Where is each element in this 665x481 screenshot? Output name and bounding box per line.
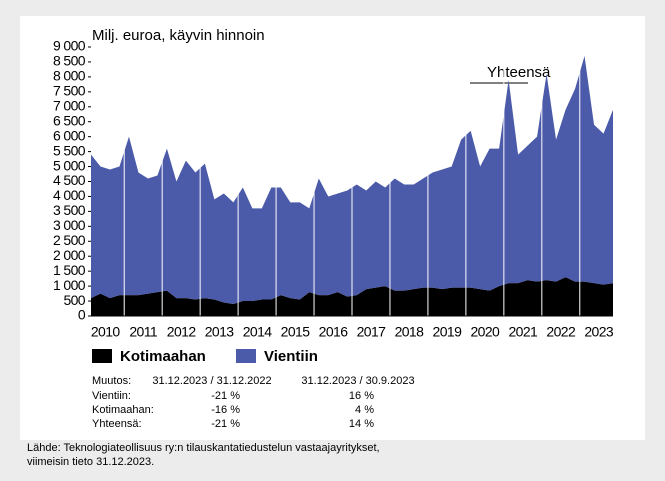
x-tick-label: 2013 — [205, 324, 235, 340]
y-tick-label: 500 — [63, 292, 85, 308]
y-tick-label: 6 000 — [53, 127, 86, 143]
y-tick-label: 0 — [78, 307, 86, 323]
x-tick-label: 2022 — [546, 324, 576, 340]
table-cell: -16 % — [211, 404, 240, 416]
x-tick-label: 2012 — [167, 324, 197, 340]
table-cell: Vientiin: — [92, 390, 131, 402]
y-tick-label: 3 000 — [53, 217, 86, 233]
legend-label: Kotimaahan — [120, 348, 206, 365]
y-tick-label: 8 500 — [53, 53, 86, 69]
x-tick-label: 2023 — [584, 324, 614, 340]
x-tick-label: 2020 — [470, 324, 500, 340]
table-cell: 4 % — [355, 404, 374, 416]
y-tick-label: 1 000 — [53, 277, 86, 293]
x-tick-label: 2019 — [433, 324, 463, 340]
area — [91, 55, 613, 305]
table-cell: Yhteensä: — [92, 418, 142, 430]
source: Lähde: Teknologiateollisuus ry:n tilausk… — [27, 442, 380, 454]
table-cell: -21 % — [211, 390, 240, 402]
x-tick-label: 2011 — [129, 324, 158, 340]
y-tick-label: 4 500 — [53, 172, 86, 188]
table-cell: -21 % — [211, 418, 240, 430]
table-header: 31.12.2023 / 30.9.2023 — [301, 375, 414, 387]
chart-title: Milj. euroa, käyvin hinnoin — [92, 27, 265, 44]
table-cell: Kotimaahan: — [92, 404, 154, 416]
legend-label: Vientiin — [264, 348, 318, 365]
x-tick-label: 2017 — [357, 324, 387, 340]
x-tick-label: 2015 — [281, 324, 311, 340]
source: viimeisin tieto 31.12.2023. — [27, 456, 154, 468]
table-cell: 16 % — [349, 390, 374, 402]
y-tick-label: 6 500 — [53, 112, 86, 128]
y-tick-label: 8 000 — [53, 68, 86, 84]
y-tick-label: 5 000 — [53, 157, 86, 173]
y-tick-label: 3 500 — [53, 202, 86, 218]
y-tick-label: 7 500 — [53, 83, 86, 99]
y-tick-label: 9 000 — [53, 38, 86, 54]
y-tick-label: 2 000 — [53, 247, 86, 263]
x-tick-label: 2014 — [243, 324, 273, 340]
legend-swatch — [236, 349, 256, 363]
x-tick-label: 2018 — [395, 324, 425, 340]
y-tick-label: 4 000 — [53, 187, 86, 203]
annotation: Yhteensä — [487, 64, 551, 81]
table-header: 31.12.2023 / 31.12.2022 — [152, 375, 271, 387]
x-tick-label: 2010 — [91, 324, 121, 340]
y-tick-label: 7 000 — [53, 97, 86, 113]
y-tick-label: 1 500 — [53, 262, 86, 278]
y-tick-label: 2 500 — [53, 232, 86, 248]
table-header: Muutos: — [92, 375, 131, 387]
y-tick-label: 5 500 — [53, 142, 86, 158]
table-cell: 14 % — [349, 418, 374, 430]
x-tick-label: 2021 — [508, 324, 538, 340]
legend-swatch — [92, 349, 112, 363]
x-tick-label: 2016 — [319, 324, 349, 340]
